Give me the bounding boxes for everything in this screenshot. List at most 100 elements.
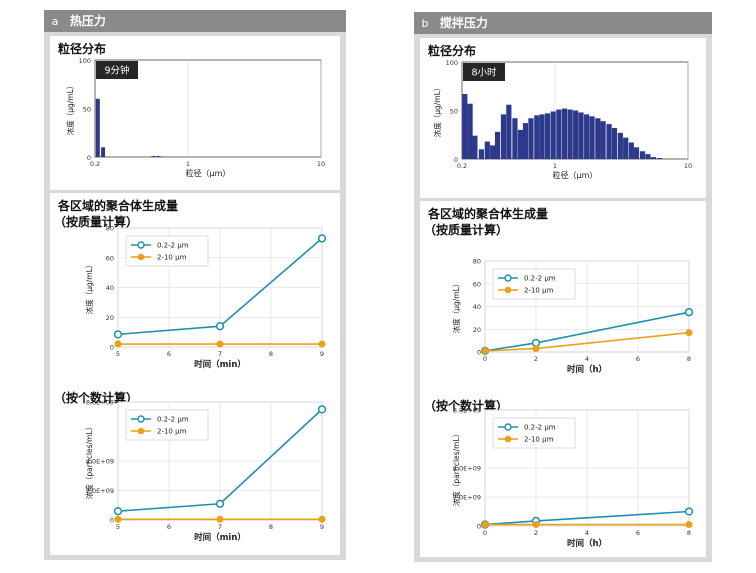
b-dist-bar bbox=[645, 154, 651, 159]
b-dist-bar bbox=[578, 112, 584, 159]
a-mass-legend-box bbox=[125, 235, 209, 267]
b-count-legend-swatch-marker bbox=[504, 423, 512, 431]
a-dist-time-badge-text: 9分钟 bbox=[104, 65, 129, 77]
b-mass-legend-swatch-marker bbox=[504, 286, 512, 294]
b-count-ytick-label: 0 bbox=[477, 523, 481, 531]
a-count-xtick-label: 9 bbox=[320, 523, 324, 531]
b-count-xaxis-label: 时间（h） bbox=[567, 538, 607, 549]
a-count-series-point-2 bbox=[216, 515, 224, 523]
a-count-series-point-2 bbox=[318, 515, 326, 523]
panel-a-header: a 热压力 bbox=[44, 10, 346, 32]
b-dist-bar bbox=[512, 118, 518, 159]
a-mass-series-point-1 bbox=[215, 322, 225, 331]
panel-a-count-label: （按个数计算） bbox=[54, 391, 139, 405]
b-dist-bar bbox=[556, 109, 562, 159]
b-mass-ytick-label: 20 bbox=[473, 326, 481, 334]
a-count-legend-swatch-marker bbox=[137, 415, 145, 423]
b-count-series-point-2 bbox=[532, 521, 540, 529]
b-mass-ytick-label: 0 bbox=[477, 349, 481, 357]
panel-b-dist-title: 粒径分布 bbox=[428, 44, 477, 58]
b-dist-bar bbox=[528, 118, 534, 159]
a-mass-xtick-label: 5 bbox=[116, 350, 120, 358]
b-mass-yaxis-label: 浓度（μg/mL） bbox=[451, 280, 461, 334]
panel-b-title: 搅拌压力 bbox=[439, 16, 488, 30]
b-count-ytick-label: 2.0E+09 bbox=[453, 494, 481, 502]
b-mass-legend-swatch-marker bbox=[504, 274, 512, 282]
a-dist-time-badge bbox=[96, 61, 138, 79]
a-mass-legend-label: 0.2-2 µm bbox=[157, 242, 189, 250]
b-mass-xtick-label: 4 bbox=[585, 355, 589, 363]
b-mass-ytick-label: 80 bbox=[473, 258, 481, 266]
b-count-xtick-label: 2 bbox=[534, 529, 538, 537]
a-dist-xtick-label: 1 bbox=[186, 160, 190, 168]
b-count-legend-swatch-marker bbox=[504, 435, 512, 443]
b-dist-bar bbox=[628, 142, 634, 159]
a-dist-xaxis-label: 粒径（μm） bbox=[186, 168, 231, 178]
b-count-xtick-label: 4 bbox=[585, 529, 589, 537]
a-dist-xtick-label: 10 bbox=[317, 160, 325, 168]
b-dist-xaxis-label: 粒径（μm） bbox=[553, 170, 598, 180]
b-dist-bar bbox=[544, 113, 551, 159]
a-dist-bar bbox=[101, 147, 106, 157]
b-mass-series-point-2 bbox=[685, 329, 693, 337]
a-mass-xtick-label: 9 bbox=[320, 350, 324, 358]
b-count-series-point-1 bbox=[684, 507, 694, 516]
b-mass-xaxis-label: 时间（h） bbox=[567, 364, 607, 375]
b-dist-bar bbox=[539, 114, 545, 159]
b-count-yaxis-label: 浓度（particles/mL） bbox=[451, 430, 461, 506]
a-mass-series-point-2 bbox=[216, 340, 224, 348]
a-count-ytick-label: 0 bbox=[110, 517, 114, 525]
a-count-series-point-1 bbox=[113, 507, 123, 516]
b-dist-bar bbox=[506, 104, 512, 159]
b-mass-legend-box bbox=[492, 268, 576, 300]
b-dist-bar bbox=[573, 110, 579, 159]
a-mass-xtick-label: 7 bbox=[218, 350, 222, 358]
a-dist-bar bbox=[156, 156, 161, 157]
b-dist-bar bbox=[494, 131, 501, 159]
b-dist-ytick-label: 0 bbox=[454, 156, 458, 164]
b-dist-bar bbox=[595, 118, 601, 159]
panel-a-title: 热压力 bbox=[69, 14, 106, 28]
panel-b-count-label: （按个数计算） bbox=[424, 399, 509, 413]
b-dist-bar bbox=[606, 124, 612, 159]
b-dist-time-badge-text: 8小时 bbox=[471, 67, 497, 79]
b-mass-ytick-label: 40 bbox=[473, 303, 481, 311]
b-dist-bar bbox=[567, 109, 573, 159]
b-dist-bar bbox=[617, 132, 623, 159]
a-count-xtick-label: 6 bbox=[167, 523, 171, 531]
b-dist-time-badge bbox=[463, 63, 505, 81]
a-count-series-point-1 bbox=[317, 405, 327, 414]
panel-a-agg-title: 各区域的聚合体生成量 bbox=[58, 199, 179, 213]
b-dist-bar bbox=[522, 123, 529, 159]
b-dist-bar bbox=[534, 115, 540, 159]
a-mass-series-point-2 bbox=[318, 340, 326, 348]
b-count-series-point-2 bbox=[481, 521, 489, 529]
b-mass-ytick-label: 60 bbox=[473, 280, 481, 288]
a-count-xtick-label: 5 bbox=[116, 523, 120, 531]
b-mass-xtick-label: 0 bbox=[483, 355, 487, 363]
a-mass-series-point-2 bbox=[114, 340, 122, 348]
a-count-xtick-label: 8 bbox=[269, 523, 273, 531]
b-count-legend-box bbox=[492, 417, 576, 449]
a-mass-legend-label: 2-10 µm bbox=[157, 254, 187, 262]
b-dist-bar bbox=[517, 129, 524, 159]
b-dist-ytick-label: 100 bbox=[446, 59, 458, 67]
a-count-legend-label: 0.2-2 µm bbox=[157, 416, 189, 424]
panel-b-agg-title: 各区域的聚合体生成量 bbox=[428, 207, 549, 221]
b-mass-legend-label: 0.2-2 µm bbox=[524, 275, 556, 283]
b-count-xtick-label: 6 bbox=[636, 529, 640, 537]
a-dist-xtick-label: 0.2 bbox=[90, 160, 100, 168]
b-dist-bar bbox=[633, 147, 640, 159]
b-dist-bar bbox=[639, 151, 646, 159]
b-mass-series-point-1 bbox=[684, 308, 694, 317]
a-mass-yaxis-label: 浓度（μg/mL） bbox=[84, 261, 94, 315]
b-dist-bar bbox=[656, 158, 663, 159]
panel-a-mass-label: （按质量计算） bbox=[54, 215, 139, 229]
a-mass-xtick-label: 6 bbox=[167, 350, 171, 358]
b-dist-bar bbox=[462, 94, 468, 159]
b-dist-bar bbox=[600, 121, 606, 159]
a-dist-ytick-label: 0 bbox=[87, 154, 91, 162]
a-mass-legend-swatch-marker bbox=[137, 253, 145, 261]
a-mass-legend-swatch-marker bbox=[137, 241, 145, 249]
a-count-legend-label: 2-10 µm bbox=[157, 428, 187, 436]
